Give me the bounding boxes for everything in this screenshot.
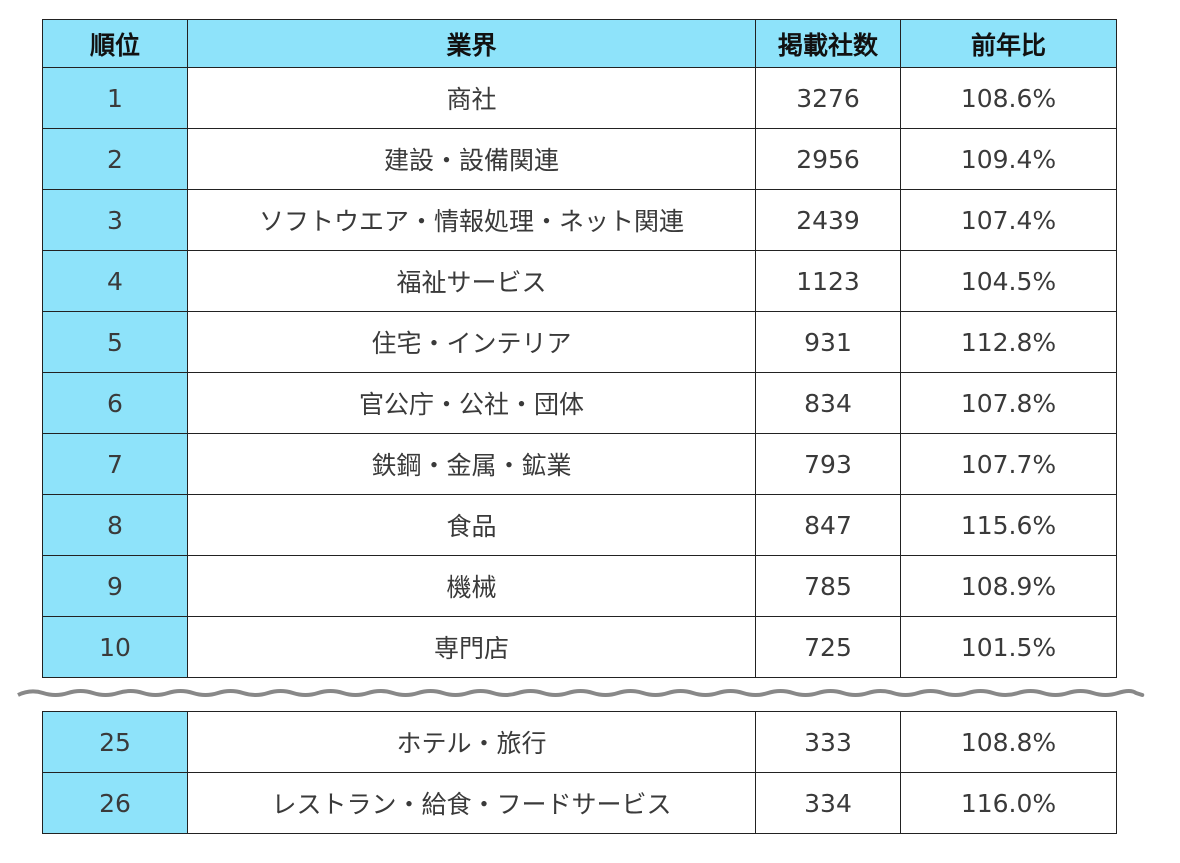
rank-cell: 4: [42, 250, 188, 312]
rank-cell: 7: [42, 433, 188, 495]
ranking-table-top: 順位 業界 掲載社数 前年比 1 商社 3276 108.6% 2 建設・設備関連 2956…: [42, 19, 1117, 678]
yoy-cell: 108.8%: [900, 711, 1117, 773]
yoy-cell: 115.6%: [900, 494, 1117, 556]
count-cell: 2956: [755, 128, 901, 190]
yoy-cell: 104.5%: [900, 250, 1117, 312]
header-rank: 順位: [42, 19, 188, 68]
yoy-cell: 108.9%: [900, 555, 1117, 617]
break-wave-divider: [17, 689, 1145, 697]
header-count: 掲載社数: [755, 19, 901, 68]
count-cell: 834: [755, 372, 901, 434]
yoy-cell: 116.0%: [900, 772, 1117, 834]
count-cell: 334: [755, 772, 901, 834]
count-cell: 847: [755, 494, 901, 556]
industry-cell: レストラン・給食・フードサービス: [187, 772, 756, 834]
header-yoy: 前年比: [900, 19, 1117, 68]
count-cell: 2439: [755, 189, 901, 251]
table-row: 26 レストラン・給食・フードサービス 334 116.0%: [42, 772, 1117, 834]
table-header-row: 順位 業界 掲載社数 前年比: [42, 19, 1117, 68]
industry-cell: 住宅・インテリア: [187, 311, 756, 373]
industry-cell: 商社: [187, 67, 756, 129]
industry-cell: 建設・設備関連: [187, 128, 756, 190]
rank-cell: 8: [42, 494, 188, 556]
rank-cell: 10: [42, 616, 188, 678]
count-cell: 793: [755, 433, 901, 495]
table-row: 9 機械 785 108.9%: [42, 555, 1117, 617]
header-industry: 業界: [187, 19, 756, 68]
table-row: 1 商社 3276 108.6%: [42, 67, 1117, 129]
table-row: 3 ソフトウエア・情報処理・ネット関連 2439 107.4%: [42, 189, 1117, 251]
count-cell: 785: [755, 555, 901, 617]
industry-cell: 食品: [187, 494, 756, 556]
table-row: 25 ホテル・旅行 333 108.8%: [42, 711, 1117, 773]
yoy-cell: 108.6%: [900, 67, 1117, 129]
industry-cell: ソフトウエア・情報処理・ネット関連: [187, 189, 756, 251]
industry-cell: 福祉サービス: [187, 250, 756, 312]
industry-cell: 機械: [187, 555, 756, 617]
table-row: 4 福祉サービス 1123 104.5%: [42, 250, 1117, 312]
ranking-table-bottom: 25 ホテル・旅行 333 108.8% 26 レストラン・給食・フードサービス 334 11…: [42, 711, 1117, 834]
yoy-cell: 109.4%: [900, 128, 1117, 190]
industry-cell: 官公庁・公社・団体: [187, 372, 756, 434]
table-row: 7 鉄鋼・金属・鉱業 793 107.7%: [42, 433, 1117, 495]
count-cell: 3276: [755, 67, 901, 129]
yoy-cell: 107.8%: [900, 372, 1117, 434]
yoy-cell: 112.8%: [900, 311, 1117, 373]
rank-cell: 25: [42, 711, 188, 773]
table-row: 8 食品 847 115.6%: [42, 494, 1117, 556]
rank-cell: 2: [42, 128, 188, 190]
table-row: 10 専門店 725 101.5%: [42, 616, 1117, 678]
yoy-cell: 101.5%: [900, 616, 1117, 678]
rank-cell: 5: [42, 311, 188, 373]
rank-cell: 9: [42, 555, 188, 617]
industry-cell: ホテル・旅行: [187, 711, 756, 773]
table-row: 2 建設・設備関連 2956 109.4%: [42, 128, 1117, 190]
yoy-cell: 107.7%: [900, 433, 1117, 495]
rank-cell: 26: [42, 772, 188, 834]
count-cell: 333: [755, 711, 901, 773]
table-row: 6 官公庁・公社・団体 834 107.8%: [42, 372, 1117, 434]
rank-cell: 6: [42, 372, 188, 434]
table-row: 5 住宅・インテリア 931 112.8%: [42, 311, 1117, 373]
count-cell: 931: [755, 311, 901, 373]
industry-cell: 鉄鋼・金属・鉱業: [187, 433, 756, 495]
industry-cell: 専門店: [187, 616, 756, 678]
rank-cell: 1: [42, 67, 188, 129]
count-cell: 725: [755, 616, 901, 678]
rank-cell: 3: [42, 189, 188, 251]
count-cell: 1123: [755, 250, 901, 312]
yoy-cell: 107.4%: [900, 189, 1117, 251]
